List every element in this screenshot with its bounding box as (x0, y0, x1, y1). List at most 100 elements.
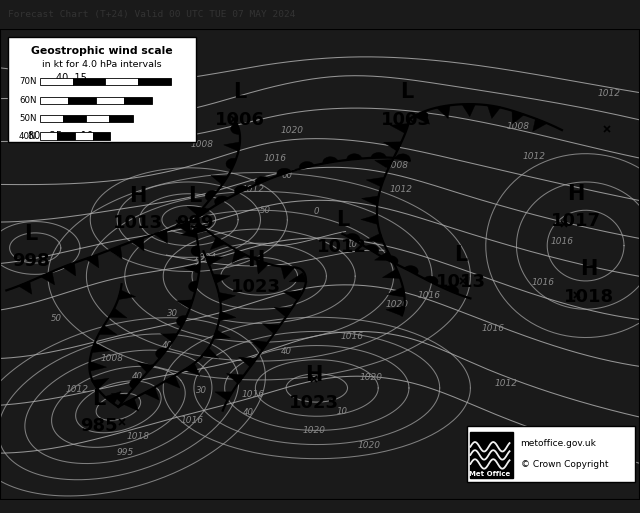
Text: 1016: 1016 (550, 238, 573, 246)
Polygon shape (362, 196, 380, 206)
Polygon shape (131, 238, 144, 251)
Text: 1003: 1003 (381, 111, 431, 129)
Text: 1020: 1020 (385, 300, 408, 309)
Text: L: L (93, 389, 106, 409)
Polygon shape (92, 343, 109, 352)
Wedge shape (255, 176, 269, 185)
Polygon shape (161, 333, 177, 342)
Wedge shape (214, 196, 228, 205)
Text: 70N: 70N (19, 77, 36, 86)
Text: L: L (336, 210, 349, 230)
Polygon shape (18, 281, 32, 294)
Text: 1012: 1012 (598, 89, 621, 98)
Text: in kt for 4.0 hPa intervals: in kt for 4.0 hPa intervals (42, 60, 162, 69)
Polygon shape (212, 330, 230, 339)
Polygon shape (155, 230, 168, 244)
Bar (72, 78, 106, 85)
Polygon shape (177, 300, 193, 308)
Text: 1016: 1016 (340, 331, 364, 341)
Wedge shape (189, 281, 198, 292)
Wedge shape (365, 245, 379, 254)
Polygon shape (138, 363, 154, 372)
Polygon shape (109, 246, 122, 259)
Text: 40: 40 (243, 408, 254, 418)
Bar (124, 96, 152, 104)
Text: 1020: 1020 (302, 426, 325, 435)
Text: 985: 985 (81, 417, 118, 435)
Text: 999: 999 (177, 214, 214, 232)
Bar (40, 114, 63, 122)
Polygon shape (512, 111, 525, 124)
Bar (106, 78, 138, 85)
Polygon shape (462, 104, 476, 116)
Polygon shape (201, 347, 219, 358)
Text: 40: 40 (132, 372, 143, 381)
Text: 1012: 1012 (390, 185, 413, 193)
Polygon shape (232, 250, 246, 263)
Polygon shape (184, 363, 200, 376)
Polygon shape (383, 269, 401, 279)
Polygon shape (86, 254, 99, 268)
Text: L: L (454, 245, 467, 265)
Text: Forecast Chart (T+24) Valid 00 UTC TUE 07 MAY 2024: Forecast Chart (T+24) Valid 00 UTC TUE 0… (8, 10, 295, 19)
Polygon shape (164, 376, 180, 388)
Text: 50N: 50N (19, 114, 36, 123)
Wedge shape (300, 162, 314, 169)
Polygon shape (239, 357, 257, 367)
Polygon shape (187, 207, 204, 216)
Text: 1020: 1020 (358, 442, 381, 450)
Text: 1012: 1012 (241, 185, 264, 193)
Text: H: H (580, 259, 598, 279)
Polygon shape (180, 229, 196, 238)
Text: 1023: 1023 (231, 278, 281, 296)
Text: 1016: 1016 (531, 278, 554, 287)
Polygon shape (224, 142, 240, 151)
Text: 40: 40 (281, 347, 292, 356)
Polygon shape (250, 340, 268, 350)
Polygon shape (111, 393, 128, 403)
Wedge shape (395, 154, 410, 161)
Text: 1018: 1018 (126, 432, 149, 441)
Polygon shape (437, 105, 450, 119)
Polygon shape (386, 306, 403, 316)
Wedge shape (226, 159, 236, 169)
Polygon shape (212, 274, 230, 284)
Text: 1017: 1017 (551, 212, 601, 230)
Polygon shape (205, 256, 223, 265)
Wedge shape (424, 276, 438, 285)
Polygon shape (92, 378, 109, 389)
Wedge shape (277, 168, 292, 176)
Polygon shape (383, 142, 401, 151)
Polygon shape (211, 175, 227, 185)
Text: 1008: 1008 (187, 225, 210, 233)
Polygon shape (365, 233, 383, 243)
Text: 1008: 1008 (190, 140, 213, 149)
Polygon shape (257, 261, 269, 274)
Text: 0: 0 (314, 207, 319, 216)
Polygon shape (488, 106, 500, 119)
Text: metoffice.gov.uk: metoffice.gov.uk (520, 439, 596, 448)
Text: L: L (400, 83, 413, 103)
Polygon shape (63, 263, 76, 276)
Text: Geostrophic wind scale: Geostrophic wind scale (31, 46, 173, 56)
Text: 60: 60 (281, 171, 292, 180)
Bar (93, 132, 110, 140)
Bar (75, 132, 93, 140)
Polygon shape (219, 311, 236, 321)
Polygon shape (118, 290, 136, 300)
Wedge shape (205, 190, 217, 201)
Text: 1008: 1008 (100, 354, 124, 363)
Text: 1004: 1004 (193, 253, 216, 262)
Bar (467, 426, 635, 482)
Text: 1016: 1016 (241, 389, 264, 399)
Text: 1023: 1023 (289, 393, 339, 411)
Bar (63, 114, 86, 122)
Bar (40, 132, 58, 140)
Text: Met Office: Met Office (469, 470, 511, 477)
Wedge shape (177, 315, 187, 326)
Text: 1016: 1016 (264, 154, 287, 163)
Text: 40  15: 40 15 (56, 72, 86, 83)
Text: 10: 10 (337, 407, 348, 416)
Bar (96, 96, 124, 104)
Polygon shape (532, 119, 547, 131)
